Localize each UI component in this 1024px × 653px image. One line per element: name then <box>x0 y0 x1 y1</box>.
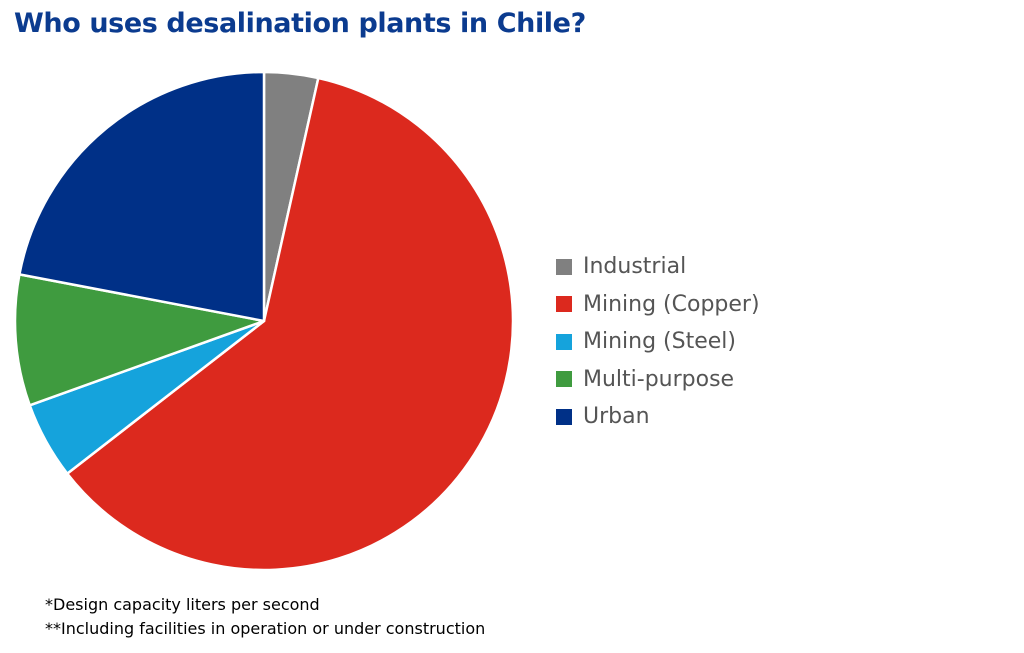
footnotes: *Design capacity liters per second **Inc… <box>45 593 485 641</box>
legend-item-industrial: Industrial <box>556 248 760 286</box>
legend-item-mining-copper: Mining (Copper) <box>556 286 760 324</box>
legend-label-industrial: Industrial <box>583 254 687 280</box>
legend-swatch-multi-purpose <box>556 371 572 388</box>
legend-label-multi-purpose: Multi-purpose <box>583 366 735 392</box>
footnote-capacity: *Design capacity liters per second <box>45 595 320 614</box>
legend-item-mining-steel: Mining (Steel) <box>556 323 760 361</box>
legend: Industrial Mining (Copper) Mining (Steel… <box>556 248 760 436</box>
legend-swatch-urban <box>556 408 572 425</box>
legend-label-mining-copper: Mining (Copper) <box>583 291 760 317</box>
legend-swatch-industrial <box>556 258 572 275</box>
legend-swatch-mining-copper <box>556 296 572 313</box>
legend-item-multi-purpose: Multi-purpose <box>556 361 760 399</box>
pie-slice-multi-purpose <box>13 273 266 407</box>
pie-slice-mining-copper <box>66 76 515 572</box>
legend-swatch-mining-steel <box>556 333 572 350</box>
footnote-facilities: **Including facilities in operation or u… <box>45 619 486 638</box>
legend-label-urban: Urban <box>583 404 650 430</box>
legend-label-mining-steel: Mining (Steel) <box>583 329 736 355</box>
pie-slice-urban <box>18 70 266 323</box>
chart-title: Who uses desalination plants in Chile? <box>14 8 586 39</box>
legend-item-urban: Urban <box>556 398 760 436</box>
